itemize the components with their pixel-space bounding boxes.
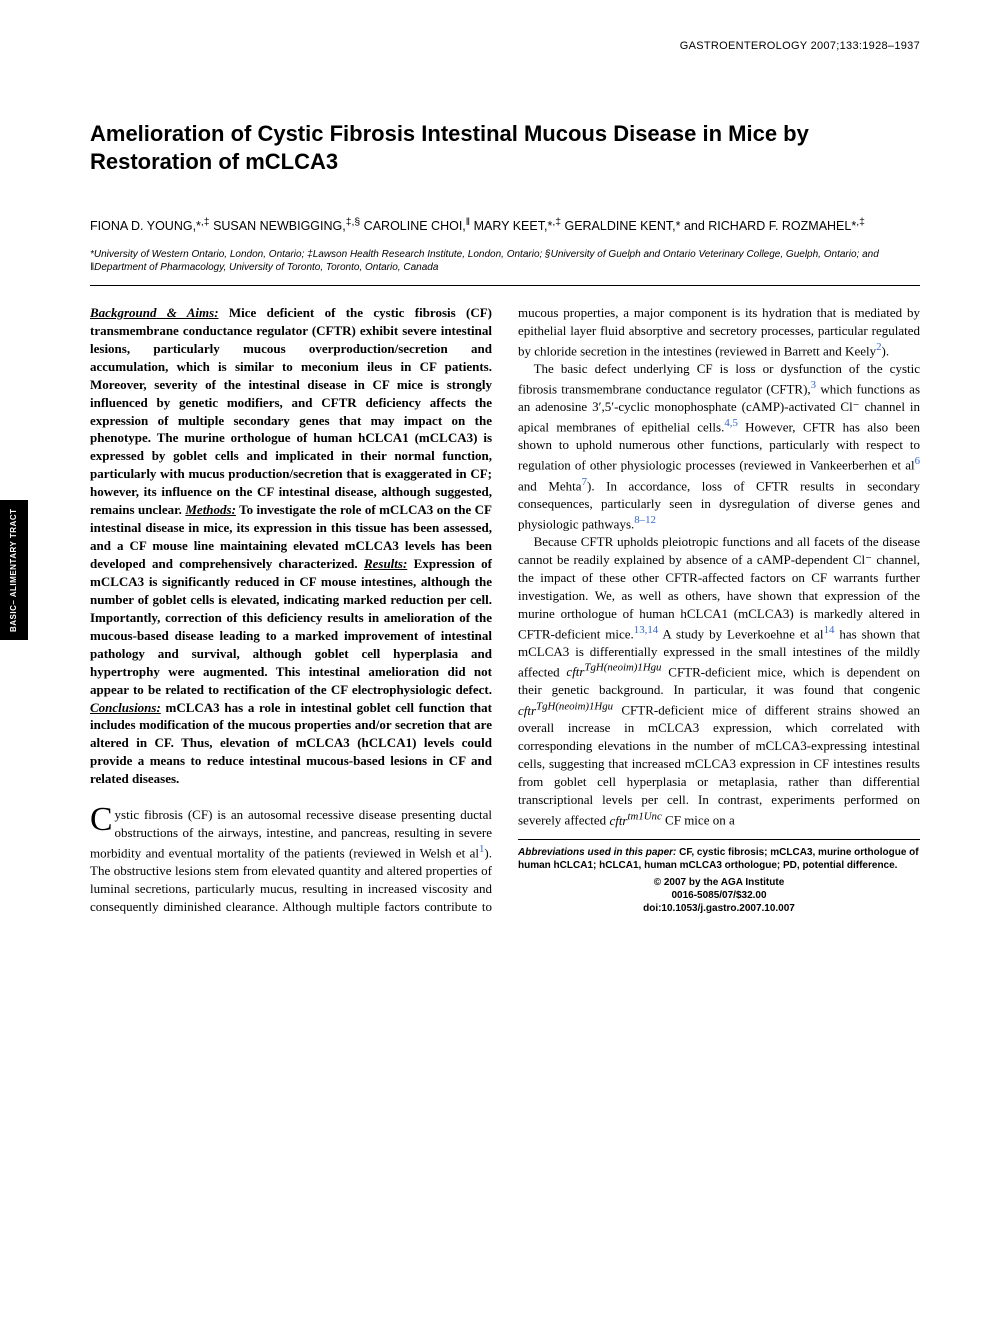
abbreviations: Abbreviations used in this paper: CF, cy… xyxy=(518,846,920,872)
abstract-results-head: Results: xyxy=(364,556,407,571)
spacer xyxy=(90,788,492,806)
running-head: GASTROENTEROLOGY 2007;133:1928–1937 xyxy=(680,40,920,52)
divider-rule xyxy=(90,285,920,286)
p1-text-d: ). xyxy=(882,343,890,358)
doi-line: doi:10.1053/j.gastro.2007.10.007 xyxy=(518,902,920,915)
gene-symbol-3: cftrtm1Unc xyxy=(609,813,661,828)
abstract-conclusions-head: Conclusions: xyxy=(90,700,161,715)
section-tab: BASIC– ALIMENTARY TRACT xyxy=(0,500,28,640)
body-columns: Background & Aims: Mice deficient of the… xyxy=(90,304,920,916)
ref-4-5[interactable]: 4,5 xyxy=(724,417,738,429)
ref-13-14[interactable]: 13,14 xyxy=(634,624,658,636)
p2-text-d: and Mehta xyxy=(518,478,582,493)
intro-paragraph-2: The basic defect underlying CF is loss o… xyxy=(518,360,920,533)
gene-symbol-1: cftrTgH(neoim)1Hgu xyxy=(566,664,661,679)
ref-8-12[interactable]: 8–12 xyxy=(634,514,656,526)
p1-text-a: ystic fibrosis (CF) is an autosomal rece… xyxy=(90,807,492,860)
intro-paragraph-3: Because CFTR upholds pleiotropic functio… xyxy=(518,533,920,829)
abbrev-label: Abbreviations used in this paper: xyxy=(518,847,676,858)
ref-6[interactable]: 6 xyxy=(915,455,920,467)
p3-text-e: CFTR-deficient mice of different strains… xyxy=(518,703,920,828)
ref-14[interactable]: 14 xyxy=(824,624,835,636)
abstract-results-text: Expression of mCLCA3 is significantly re… xyxy=(90,556,492,697)
abstract-background-text: Mice deficient of the cystic fibrosis (C… xyxy=(90,305,492,517)
issn-line: 0016-5085/07/$32.00 xyxy=(518,889,920,902)
affiliations: *University of Western Ontario, London, … xyxy=(90,248,920,275)
article-title: Amelioration of Cystic Fibrosis Intestin… xyxy=(90,120,920,175)
p3-text-b: A study by Leverkoehne et al xyxy=(658,626,823,641)
gene-symbol-2: cftrTgH(neoim)1Hgu xyxy=(518,703,613,718)
copyright-line: © 2007 by the AGA Institute xyxy=(518,876,920,889)
author-list: FIONA D. YOUNG,*,‡ SUSAN NEWBIGGING,‡,§ … xyxy=(90,215,920,236)
p3-text-f: CF mice on a xyxy=(662,813,735,828)
abstract-background-head: Background & Aims: xyxy=(90,305,219,320)
abstract-methods-head: Methods: xyxy=(185,502,236,517)
abstract: Background & Aims: Mice deficient of the… xyxy=(90,304,492,788)
footnote-box: Abbreviations used in this paper: CF, cy… xyxy=(518,839,920,915)
